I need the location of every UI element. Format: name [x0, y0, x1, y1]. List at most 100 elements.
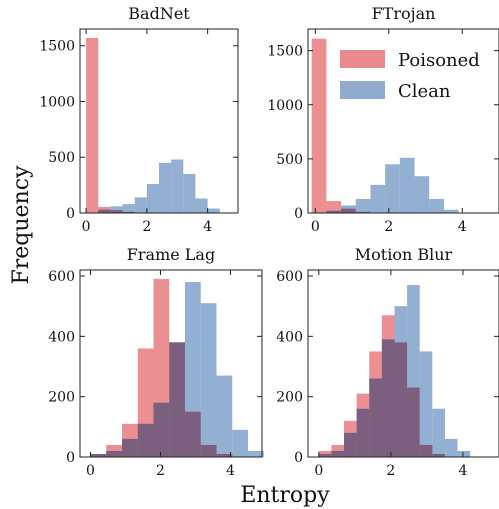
- overlap-bar: [185, 411, 201, 457]
- y-tick-label: 0: [294, 206, 303, 222]
- y-tick-label: 400: [48, 329, 75, 345]
- panel-2: 0 200 400 600 0 2 4 Frame Lag: [48, 245, 264, 479]
- plot-frame: [79, 28, 239, 214]
- overlap-bar: [331, 450, 345, 457]
- overlap-bar: [341, 208, 356, 213]
- x-tick-label: 2: [142, 219, 151, 235]
- legend-swatch: [340, 50, 385, 68]
- panel-title: Motion Blur: [355, 245, 453, 264]
- overlap-bar: [326, 210, 342, 213]
- clean-bar: [355, 198, 371, 213]
- y-tick-label: 1000: [267, 98, 303, 114]
- x-tick-label: 0: [311, 219, 320, 235]
- plot-frame: [79, 269, 263, 458]
- overlap-bar: [419, 444, 433, 457]
- overlap-bar: [318, 453, 332, 457]
- y-tick-label: 500: [276, 152, 303, 168]
- y-tick-label: 500: [48, 150, 75, 166]
- y-tick-label: 600: [48, 269, 75, 285]
- y-tick-label: 0: [66, 206, 75, 222]
- overlap-bar: [407, 387, 420, 457]
- legend: Poisoned Clean: [340, 50, 480, 102]
- overlap-bar: [355, 211, 371, 213]
- panel-1: 0 500 1000 1500 0 2 4 FTrojan: [267, 4, 499, 235]
- clean-bar: [183, 173, 196, 213]
- clean-bar: [159, 162, 172, 213]
- panels: 0 500 1000 1500 0 2 4 BadNet 0 500 1000 1500 0 2 4 FTro…: [39, 4, 499, 479]
- x-tick-label: 2: [386, 463, 395, 479]
- clean-bar: [443, 209, 459, 213]
- overlap-bar: [122, 438, 138, 457]
- clean-bar: [385, 164, 400, 213]
- y-tick-label: 600: [276, 269, 303, 285]
- panel-0: 0 500 1000 1500 0 2 4 BadNet: [39, 4, 239, 235]
- y-tick-label: 200: [48, 390, 75, 406]
- x-tick-label: 2: [384, 219, 393, 235]
- clean-bar: [399, 157, 415, 213]
- clean-bar: [122, 204, 135, 213]
- legend-swatch: [340, 81, 385, 99]
- panel-3: 0 200 400 600 0 2 4 Motion Blur: [276, 245, 499, 479]
- x-tick-label: 4: [226, 463, 235, 479]
- clean-bar: [134, 197, 147, 213]
- overlap-bar: [356, 408, 370, 457]
- x-axis-label: Entropy: [240, 483, 330, 508]
- clean-bar: [248, 450, 264, 457]
- y-tick-label: 200: [276, 390, 303, 406]
- x-tick-label: 4: [459, 463, 468, 479]
- clean-bar: [110, 206, 123, 213]
- overlap-bar: [169, 342, 185, 457]
- clean-bar: [370, 184, 386, 213]
- poisoned-bar: [311, 38, 327, 213]
- panel-title: FTrojan: [372, 4, 436, 23]
- panel-title: Frame Lag: [127, 245, 215, 264]
- clean-bar: [195, 198, 208, 213]
- overlap-bar: [110, 210, 123, 213]
- y-tick-label: 0: [294, 450, 303, 466]
- overlap-bar: [98, 209, 111, 213]
- overlap-bar: [90, 453, 107, 457]
- overlap-bar: [153, 402, 170, 457]
- clean-bar: [216, 375, 233, 457]
- overlap-bar: [216, 453, 233, 457]
- y-tick-label: 1500: [267, 44, 303, 60]
- plot-frame: [307, 269, 499, 458]
- clean-bar: [232, 429, 248, 457]
- poisoned-bar: [326, 201, 342, 213]
- overlap-bar: [369, 378, 382, 457]
- x-tick-label: 2: [156, 463, 165, 479]
- x-tick-label: 0: [86, 463, 95, 479]
- plot-frame: [307, 28, 499, 214]
- overlap-bar: [432, 453, 445, 457]
- y-tick-label: 400: [276, 329, 303, 345]
- clean-bar: [414, 176, 430, 213]
- x-tick-label: 4: [458, 219, 467, 235]
- overlap-bar: [200, 444, 217, 457]
- overlap-bar: [381, 339, 395, 457]
- panel-title: BadNet: [128, 4, 190, 23]
- overlap-bar: [122, 211, 135, 213]
- clean-bar: [444, 438, 458, 457]
- overlap-bar: [137, 423, 154, 457]
- clean-bar: [432, 408, 445, 457]
- poisoned-bar: [86, 37, 99, 214]
- y-tick-label: 1500: [39, 39, 75, 55]
- clean-bar: [146, 184, 159, 213]
- x-tick-label: 0: [314, 463, 323, 479]
- clean-bar: [457, 450, 471, 457]
- overlap-bar: [344, 432, 357, 457]
- clean-bar: [171, 159, 184, 213]
- overlap-bar: [394, 342, 408, 457]
- clean-bar: [419, 351, 433, 457]
- legend-label: Clean: [398, 81, 451, 102]
- clean-bar: [429, 198, 444, 213]
- x-tick-label: 0: [82, 219, 91, 235]
- y-tick-label: 0: [66, 450, 75, 466]
- clean-bar: [200, 303, 217, 457]
- y-axis-label: Frequency: [9, 165, 34, 285]
- y-tick-label: 1000: [39, 94, 75, 110]
- x-tick-label: 4: [203, 219, 212, 235]
- legend-label: Poisoned: [398, 50, 480, 71]
- overlap-bar: [106, 450, 122, 457]
